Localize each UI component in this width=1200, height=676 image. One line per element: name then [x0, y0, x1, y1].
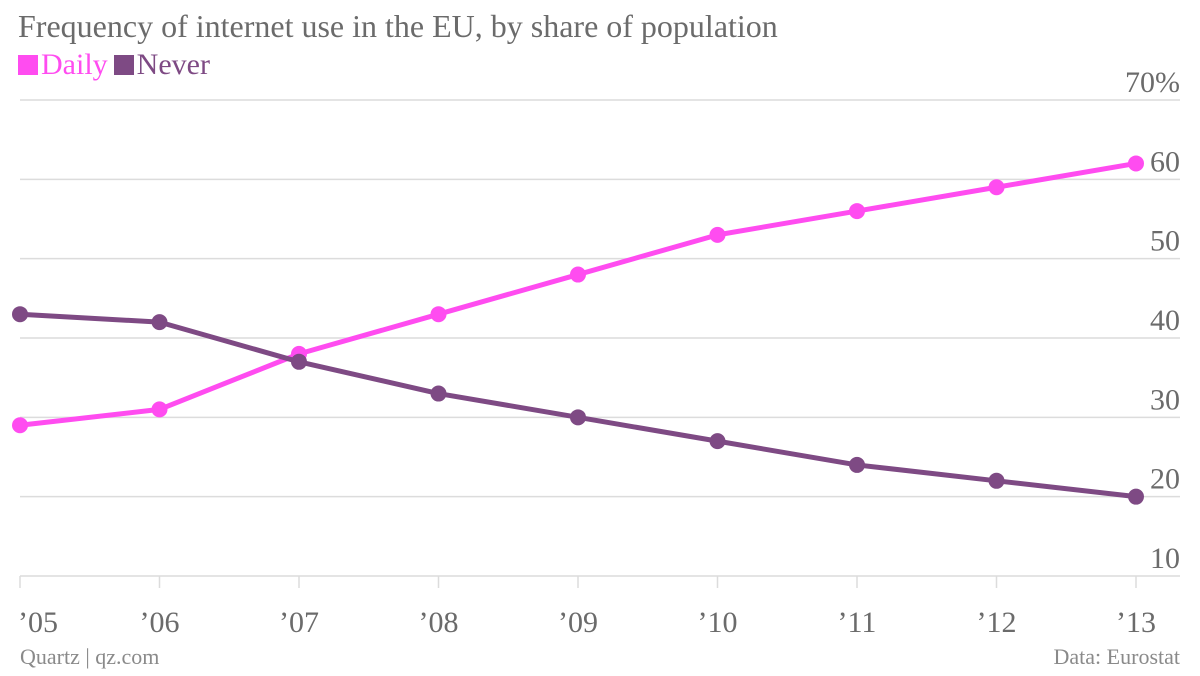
data-point-daily	[430, 306, 447, 323]
x-tick-label: ’09	[558, 606, 598, 639]
data-point-daily	[570, 266, 586, 283]
data-point-never	[12, 306, 28, 323]
y-tick-label: 20	[1150, 463, 1180, 496]
data-point-never	[430, 385, 447, 402]
x-tick-label: ’06	[140, 606, 180, 639]
x-tick-label: ’07	[279, 606, 319, 639]
chart-title: Frequency of internet use in the EU, by …	[18, 8, 778, 44]
x-tick-label: ’11	[838, 606, 877, 639]
data-point-never	[570, 409, 586, 426]
x-tick-label: ’13	[1116, 606, 1156, 639]
legend-label-never: Never	[136, 48, 210, 81]
data-point-never	[709, 433, 726, 450]
legend-item-never: Never	[113, 48, 210, 82]
data-point-daily	[709, 226, 726, 243]
data-point-never	[988, 472, 1005, 489]
data-point-daily	[1128, 155, 1144, 172]
data-point-never	[291, 353, 307, 370]
data-point-daily	[151, 401, 168, 418]
legend: Daily Never	[18, 48, 210, 82]
x-tick-label: ’12	[977, 606, 1017, 639]
source-credit: Quartz | qz.com	[20, 644, 160, 669]
legend-swatch-never	[113, 55, 134, 75]
y-tick-label: 50	[1150, 225, 1180, 258]
x-tick-label: ’10	[698, 606, 738, 639]
data-source: Data: Eurostat	[1053, 644, 1180, 669]
y-tick-label: 70%	[1125, 66, 1180, 99]
y-tick-label: 10	[1150, 542, 1180, 575]
legend-item-daily: Daily	[18, 48, 108, 82]
data-point-never	[849, 456, 865, 473]
series-line-daily	[17, 160, 1139, 428]
data-point-daily	[988, 179, 1005, 196]
data-point-never	[151, 314, 168, 331]
legend-swatch-daily	[18, 55, 38, 75]
series-line-never	[17, 311, 1139, 500]
data-point-daily	[12, 417, 28, 434]
data-point-daily	[849, 203, 865, 220]
x-tick-label: ’05	[18, 606, 58, 639]
x-tick-label: ’08	[419, 606, 459, 639]
y-tick-label: 30	[1150, 383, 1180, 416]
legend-label-daily: Daily	[41, 48, 108, 81]
y-tick-label: 60	[1150, 145, 1180, 178]
y-tick-label: 40	[1150, 304, 1180, 337]
data-point-never	[1128, 488, 1144, 505]
